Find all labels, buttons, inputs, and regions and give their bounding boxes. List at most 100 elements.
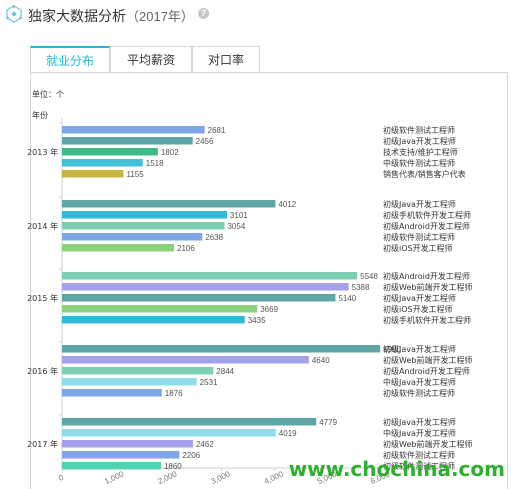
bar	[62, 316, 245, 324]
bar	[62, 137, 193, 145]
bar-value-label: 2462	[196, 440, 214, 449]
bar-value-label: 2638	[205, 233, 223, 242]
bar	[62, 367, 214, 375]
bar-category-label: 初级手机软件开发工程师	[383, 315, 471, 325]
bar	[62, 233, 203, 241]
bar-category-label: 初级iOS开发工程师	[383, 304, 453, 314]
bar-category-label: 初级Java开发工程师	[383, 136, 456, 146]
bar	[62, 170, 124, 178]
bar	[62, 222, 225, 230]
bar	[62, 356, 309, 364]
bar-category-label: 初级软件测试工程师	[383, 450, 455, 460]
bar-value-label: 3054	[227, 222, 245, 231]
y-axis-title: 年份	[32, 111, 48, 120]
bar-value-label: 1155	[126, 170, 144, 179]
tab-match-rate[interactable]: 对口率	[192, 46, 260, 72]
bar-value-label: 4640	[312, 356, 330, 365]
bar-category-label: 初级Java开发工程师	[383, 417, 456, 427]
bar	[62, 126, 205, 134]
bar-category-label: 初级软件测试工程师	[383, 232, 455, 242]
x-tick-label: 0	[57, 472, 65, 482]
bar-category-label: 销售代表/销售客户代表	[383, 169, 466, 179]
bar	[62, 148, 158, 156]
bar-category-label: 初级手机软件开发工程师	[383, 210, 471, 220]
bar-value-label: 4779	[319, 418, 337, 427]
bar-category-label: 初级Java开发工程师	[383, 293, 456, 303]
bar-category-label: 中级Java开发工程师	[383, 428, 456, 438]
bar	[62, 294, 336, 302]
bar-value-label: 2531	[200, 378, 218, 387]
bar-category-label: 初级Java开发工程师	[383, 199, 456, 209]
bar-category-label: 初级Java开发工程师	[383, 344, 456, 354]
year-tick-label: 2015 年	[27, 293, 58, 303]
x-tick-label: 3,000	[210, 469, 232, 486]
bar	[62, 305, 258, 313]
bar-category-label: 技术支持/维护工程师	[383, 147, 458, 157]
page-title: 独家大数据分析（2017年）	[28, 6, 194, 26]
bar-category-label: 初级Android开发工程师	[383, 366, 470, 376]
title-text: 独家大数据分析	[28, 8, 126, 24]
bar	[62, 389, 162, 397]
bar	[62, 244, 175, 252]
tab-employment-distribution[interactable]: 就业分布	[30, 46, 110, 73]
bar	[62, 283, 349, 291]
bar-category-label: 初级Web前端开发工程师	[383, 282, 472, 292]
bar-value-label: 5140	[338, 294, 356, 303]
bar-category-label: 初级Web前端开发工程师	[383, 355, 472, 365]
bar-value-label: 1860	[164, 462, 182, 471]
bar	[62, 440, 193, 448]
bar-value-label: 2681	[208, 126, 226, 135]
bar-value-label: 4012	[278, 200, 296, 209]
bar-value-label: 3669	[260, 305, 278, 314]
bar-category-label: 初级iOS开发工程师	[383, 243, 453, 253]
chart-panel	[30, 73, 508, 489]
bar-category-label: 中级软件测试工程师	[383, 158, 455, 168]
bar	[62, 451, 180, 459]
bar	[62, 462, 161, 470]
tab-divider	[30, 72, 508, 73]
bar-category-label: 中级Java开发工程师	[383, 377, 456, 387]
bar	[62, 429, 276, 437]
bar-value-label: 1876	[165, 389, 183, 398]
bar-category-label: 初级软件测试工程师	[383, 388, 455, 398]
x-tick-label: 4,000	[263, 469, 285, 486]
bar-category-label: 初级Web前端开发工程师	[383, 439, 472, 449]
bar	[62, 200, 276, 208]
bar-category-label: 初级软件测试工程师	[383, 461, 455, 471]
unit-label: 单位：个	[32, 90, 64, 99]
bar-value-label: 1518	[146, 159, 164, 168]
bar	[62, 345, 381, 353]
bar-value-label: 1802	[161, 148, 179, 157]
bar-category-label: 初级Android开发工程师	[383, 221, 470, 231]
year-tick-label: 2014 年	[27, 221, 58, 231]
title-year: （2017年）	[126, 9, 194, 24]
year-tick-label: 2017 年	[27, 439, 58, 449]
bar-value-label: 2206	[182, 451, 200, 460]
bar	[62, 159, 143, 167]
bar-category-label: 初级软件测试工程师	[383, 125, 455, 135]
bar-value-label: 5980	[383, 345, 401, 354]
page-header: 独家大数据分析（2017年） ?	[0, 0, 511, 34]
bar-value-label: 2456	[196, 137, 214, 146]
x-tick-label: 1,000	[103, 469, 125, 486]
year-tick-label: 2016 年	[27, 366, 58, 376]
year-tick-label: 2013 年	[27, 147, 58, 157]
bar-value-label: 5388	[352, 283, 370, 292]
bar-category-label: 初级Android开发工程师	[383, 271, 470, 281]
bar	[62, 272, 358, 280]
bar-value-label: 3435	[248, 316, 266, 325]
bar-value-label: 5548	[360, 272, 378, 281]
bar	[62, 378, 197, 386]
bar-value-label: 2844	[216, 367, 234, 376]
bar-value-label: 2106	[177, 244, 195, 253]
hexagon-network-icon	[6, 5, 22, 23]
bar	[62, 418, 317, 426]
tab-average-salary[interactable]: 平均薪资	[110, 46, 192, 72]
question-circle-icon[interactable]: ?	[198, 8, 209, 19]
x-tick-label: 2,000	[156, 469, 178, 486]
bar-value-label: 4019	[279, 429, 297, 438]
bar	[62, 211, 227, 219]
bar-value-label: 3101	[230, 211, 248, 220]
watermark-text: www.chochina.com	[288, 457, 505, 481]
